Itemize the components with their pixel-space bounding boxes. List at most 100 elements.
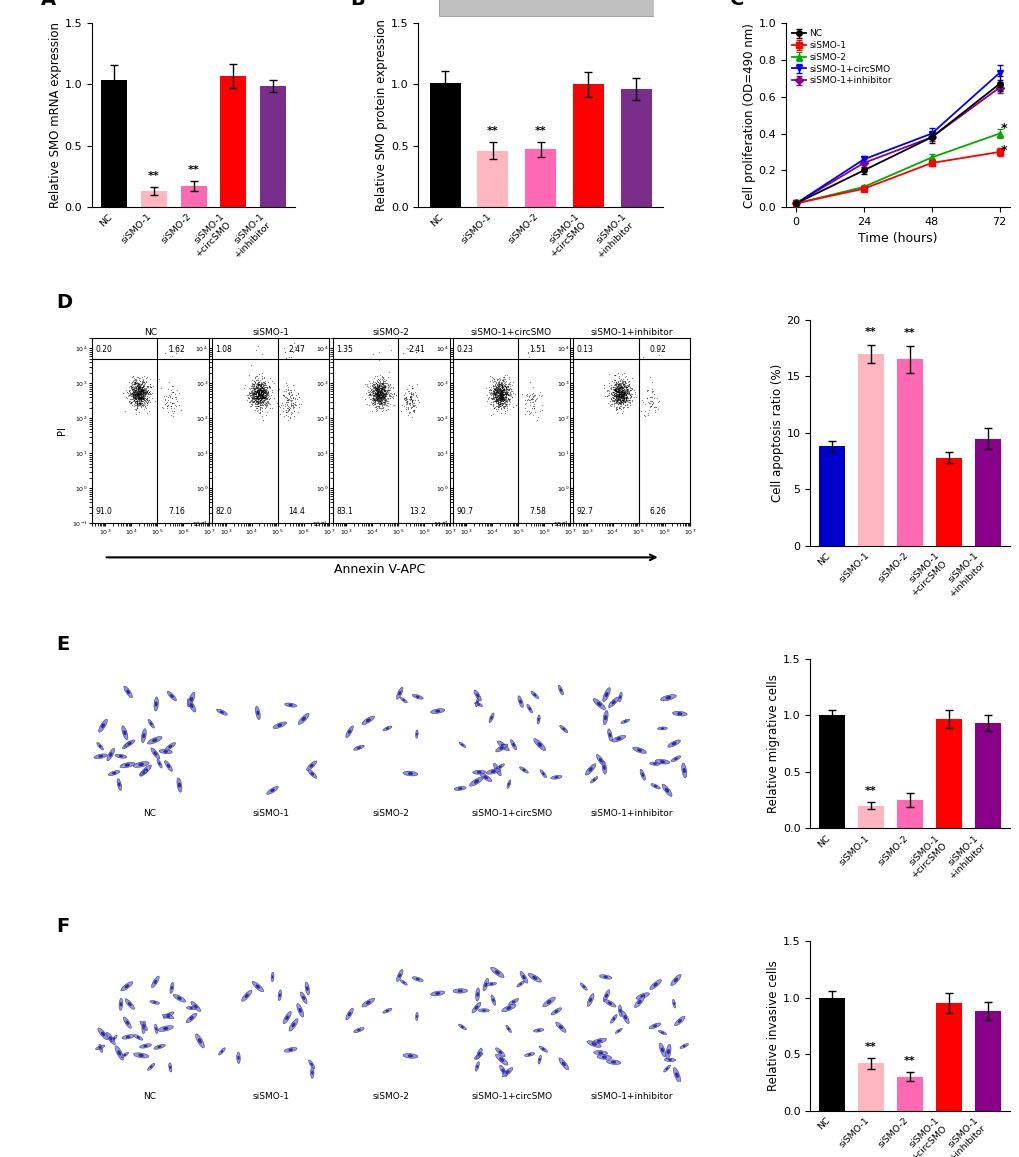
Point: [279, 384, 296, 403]
Point: [490, 397, 506, 415]
Point: [489, 381, 505, 399]
Point: [367, 391, 383, 410]
Point: [492, 392, 508, 411]
Point: [373, 374, 389, 392]
Point: [491, 382, 507, 400]
Ellipse shape: [505, 1070, 510, 1074]
Point: [496, 395, 513, 413]
Point: [128, 389, 145, 407]
Point: [251, 386, 267, 405]
Point: [366, 390, 382, 408]
Point: [501, 377, 518, 396]
Point: [486, 384, 502, 403]
Point: [259, 378, 275, 397]
Point: [614, 386, 631, 405]
Point: [606, 375, 623, 393]
Point: [611, 392, 628, 411]
Point: [259, 395, 275, 413]
Text: D: D: [56, 294, 72, 312]
Point: [606, 386, 623, 405]
Point: [251, 389, 267, 407]
Point: [366, 368, 382, 386]
Text: 82.0: 82.0: [215, 507, 232, 516]
Point: [131, 396, 148, 414]
Point: [610, 395, 627, 413]
Point: [619, 379, 635, 398]
Point: [369, 382, 385, 400]
Point: [403, 389, 419, 407]
Point: [122, 378, 139, 397]
Point: [612, 385, 629, 404]
Point: [127, 382, 144, 400]
Point: [275, 399, 291, 418]
Ellipse shape: [671, 756, 680, 761]
Point: [493, 384, 510, 403]
Point: [615, 384, 632, 403]
Point: [258, 377, 274, 396]
Point: [494, 384, 511, 403]
Point: [125, 388, 142, 406]
Point: [248, 389, 264, 407]
Point: [254, 392, 270, 411]
Point: [249, 392, 265, 411]
Point: [499, 385, 516, 404]
Point: [131, 395, 148, 413]
Point: [132, 391, 149, 410]
Point: [249, 382, 265, 400]
Point: [126, 375, 143, 393]
Point: [371, 374, 387, 392]
Point: [371, 374, 387, 392]
Point: [491, 389, 507, 407]
Point: [495, 385, 512, 404]
Point: [375, 377, 391, 396]
Ellipse shape: [94, 754, 107, 759]
Point: [128, 377, 145, 396]
Point: [618, 391, 634, 410]
Point: [124, 379, 141, 398]
Ellipse shape: [458, 787, 462, 790]
Point: [365, 393, 381, 412]
Point: [495, 388, 512, 406]
Point: [495, 382, 512, 400]
Point: [133, 398, 150, 417]
Point: [370, 389, 386, 407]
Point: [135, 373, 151, 391]
Point: [250, 378, 266, 397]
Point: [130, 390, 147, 408]
Point: [483, 378, 499, 397]
Point: [611, 374, 628, 392]
Point: [251, 391, 267, 410]
Point: [371, 373, 387, 391]
Point: [624, 378, 640, 397]
Point: [135, 376, 151, 395]
Point: [132, 383, 149, 401]
Point: [371, 390, 387, 408]
Point: [124, 382, 141, 400]
Point: [250, 384, 266, 403]
Point: [371, 376, 387, 395]
Point: [139, 376, 155, 395]
Point: [161, 373, 177, 391]
Point: [132, 389, 149, 407]
Point: [608, 377, 625, 396]
Point: [258, 379, 274, 398]
Point: [367, 376, 383, 395]
Point: [281, 408, 298, 427]
Point: [487, 389, 503, 407]
Point: [254, 374, 270, 392]
Point: [374, 390, 390, 408]
Point: [397, 399, 414, 418]
Point: [501, 385, 518, 404]
Point: [614, 383, 631, 401]
Point: [648, 389, 664, 407]
Point: [487, 384, 503, 403]
Point: [368, 385, 384, 404]
Point: [132, 381, 149, 399]
Point: [612, 382, 629, 400]
Point: [251, 373, 267, 391]
Point: [126, 381, 143, 399]
Point: [128, 385, 145, 404]
Bar: [620, 89, 651, 207]
Ellipse shape: [310, 772, 314, 775]
Point: [369, 381, 385, 399]
